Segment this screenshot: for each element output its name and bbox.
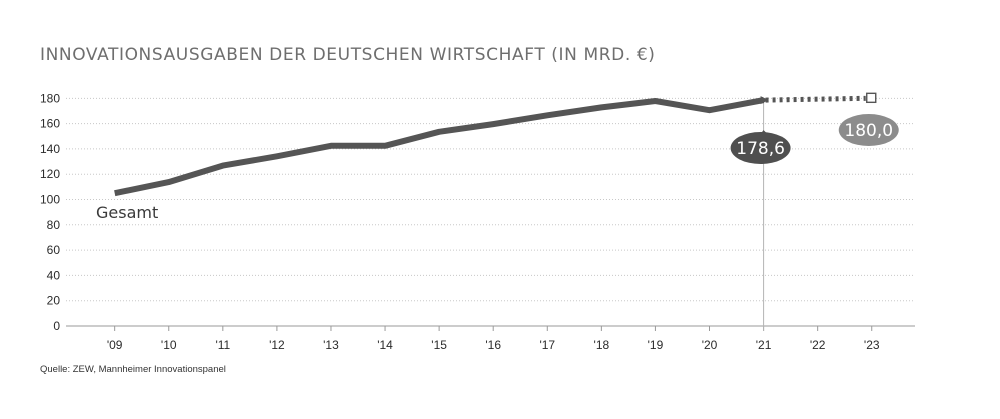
y-tick-label: 40 [47, 268, 61, 282]
x-tick-label: '09 [107, 338, 123, 352]
y-tick-label: 140 [40, 142, 60, 156]
y-tick-label: 20 [47, 294, 61, 308]
y-tick-label: 0 [53, 319, 60, 333]
x-tick-label: '20 [702, 338, 718, 352]
x-tick-label: '11 [215, 338, 230, 352]
y-tick-label: 80 [47, 218, 61, 232]
y-tick-label: 160 [40, 117, 60, 131]
x-tick-label: '13 [323, 338, 339, 352]
series-label: Gesamt [96, 203, 158, 222]
bubble-value-label: 180,0 [844, 121, 893, 141]
forecast-line [765, 95, 866, 103]
value-bubble: 180,0 [838, 114, 899, 146]
grid [66, 97, 915, 327]
value-bubble: 178,6 [730, 130, 791, 164]
bubble-shape [838, 114, 899, 146]
x-tick-label: '15 [431, 338, 447, 352]
chart-title: INNOVATIONSAUSGABEN DER DEUTSCHEN WIRTSC… [40, 45, 656, 65]
bubble-shape [730, 132, 791, 164]
x-tick-label: '23 [864, 338, 880, 352]
point-marker [760, 96, 769, 105]
y-tick-label: 60 [47, 243, 61, 257]
y-tick-label: 100 [40, 193, 60, 207]
y-tick-label: 120 [40, 167, 60, 181]
bubble-value-label: 178,6 [736, 139, 785, 159]
annotations: 178,6 180,0 [730, 114, 899, 164]
x-tick-label: '22 [810, 338, 826, 352]
x-tick-label: '17 [539, 338, 555, 352]
x-tick-label: '21 [756, 338, 772, 352]
plot-area [114, 92, 877, 331]
y-tick-label: 180 [40, 91, 60, 105]
series-line [114, 97, 765, 197]
x-tick-label: '14 [377, 338, 393, 352]
x-tick-label: '18 [594, 338, 610, 352]
x-tick-label: '19 [648, 338, 664, 352]
x-tick-label: '10 [161, 338, 177, 352]
y-axis: 0 20 40 60 80 100 120 140 160 180 [40, 91, 60, 333]
x-tick-label: '12 [269, 338, 285, 352]
forecast-marker [866, 92, 877, 104]
x-axis: '09 '10 '11 '12 '13 '14 '15 '16 '17 '18 '19 '20 '21 '… [107, 326, 880, 352]
source-note: Quelle: ZEW, Mannheimer Innovationspanel [40, 364, 226, 375]
x-tick-label: '16 [485, 338, 501, 352]
